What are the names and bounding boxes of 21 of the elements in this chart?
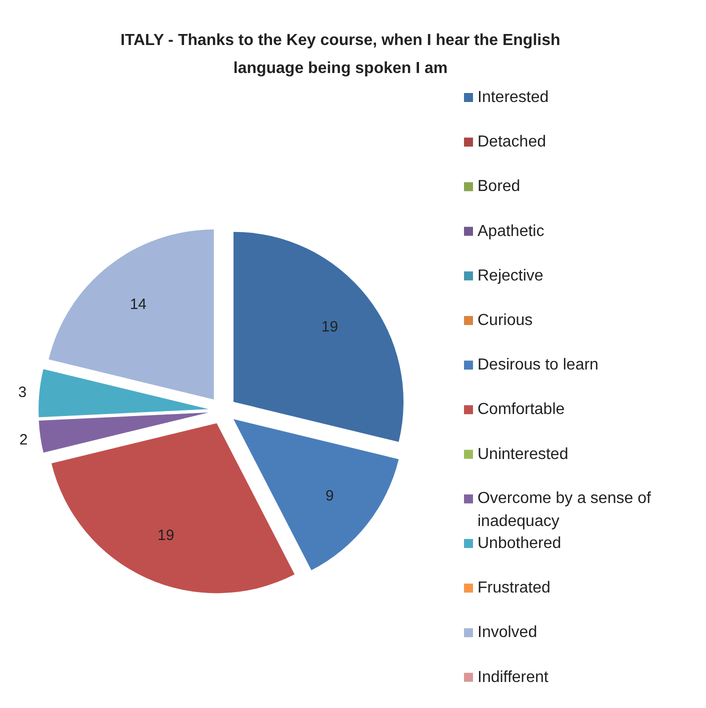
legend-label: Involved	[478, 624, 538, 642]
data-label: 19	[157, 527, 174, 544]
legend-label: Indifferent	[478, 668, 549, 686]
legend-label: Comfortable	[478, 401, 565, 418]
legend-label: Rejective	[478, 267, 544, 284]
data-label: 2	[19, 432, 28, 449]
data-label: 19	[321, 318, 338, 336]
legend-label: Bored	[478, 178, 520, 196]
legend-label: Unbothered	[478, 535, 562, 552]
legend-label: Curious	[478, 312, 533, 329]
data-label: 14	[130, 296, 147, 313]
data-label: 3	[18, 384, 27, 401]
legend-label: Interested	[478, 89, 549, 106]
legend-label: Detached	[478, 134, 546, 151]
chart-title: ITALY - Thanks to the Key course, when I hear the English language being spoken I am	[120, 32, 560, 77]
legend-label: Frustrated	[478, 580, 550, 597]
data-label: 9	[326, 487, 334, 504]
legend-label: Overcome by a sense of inadequacy	[478, 490, 652, 530]
legend-label: Apathetic	[478, 222, 544, 240]
legend-label: Uninterested	[478, 446, 568, 463]
legend-label: Desirous to learn	[478, 356, 598, 374]
